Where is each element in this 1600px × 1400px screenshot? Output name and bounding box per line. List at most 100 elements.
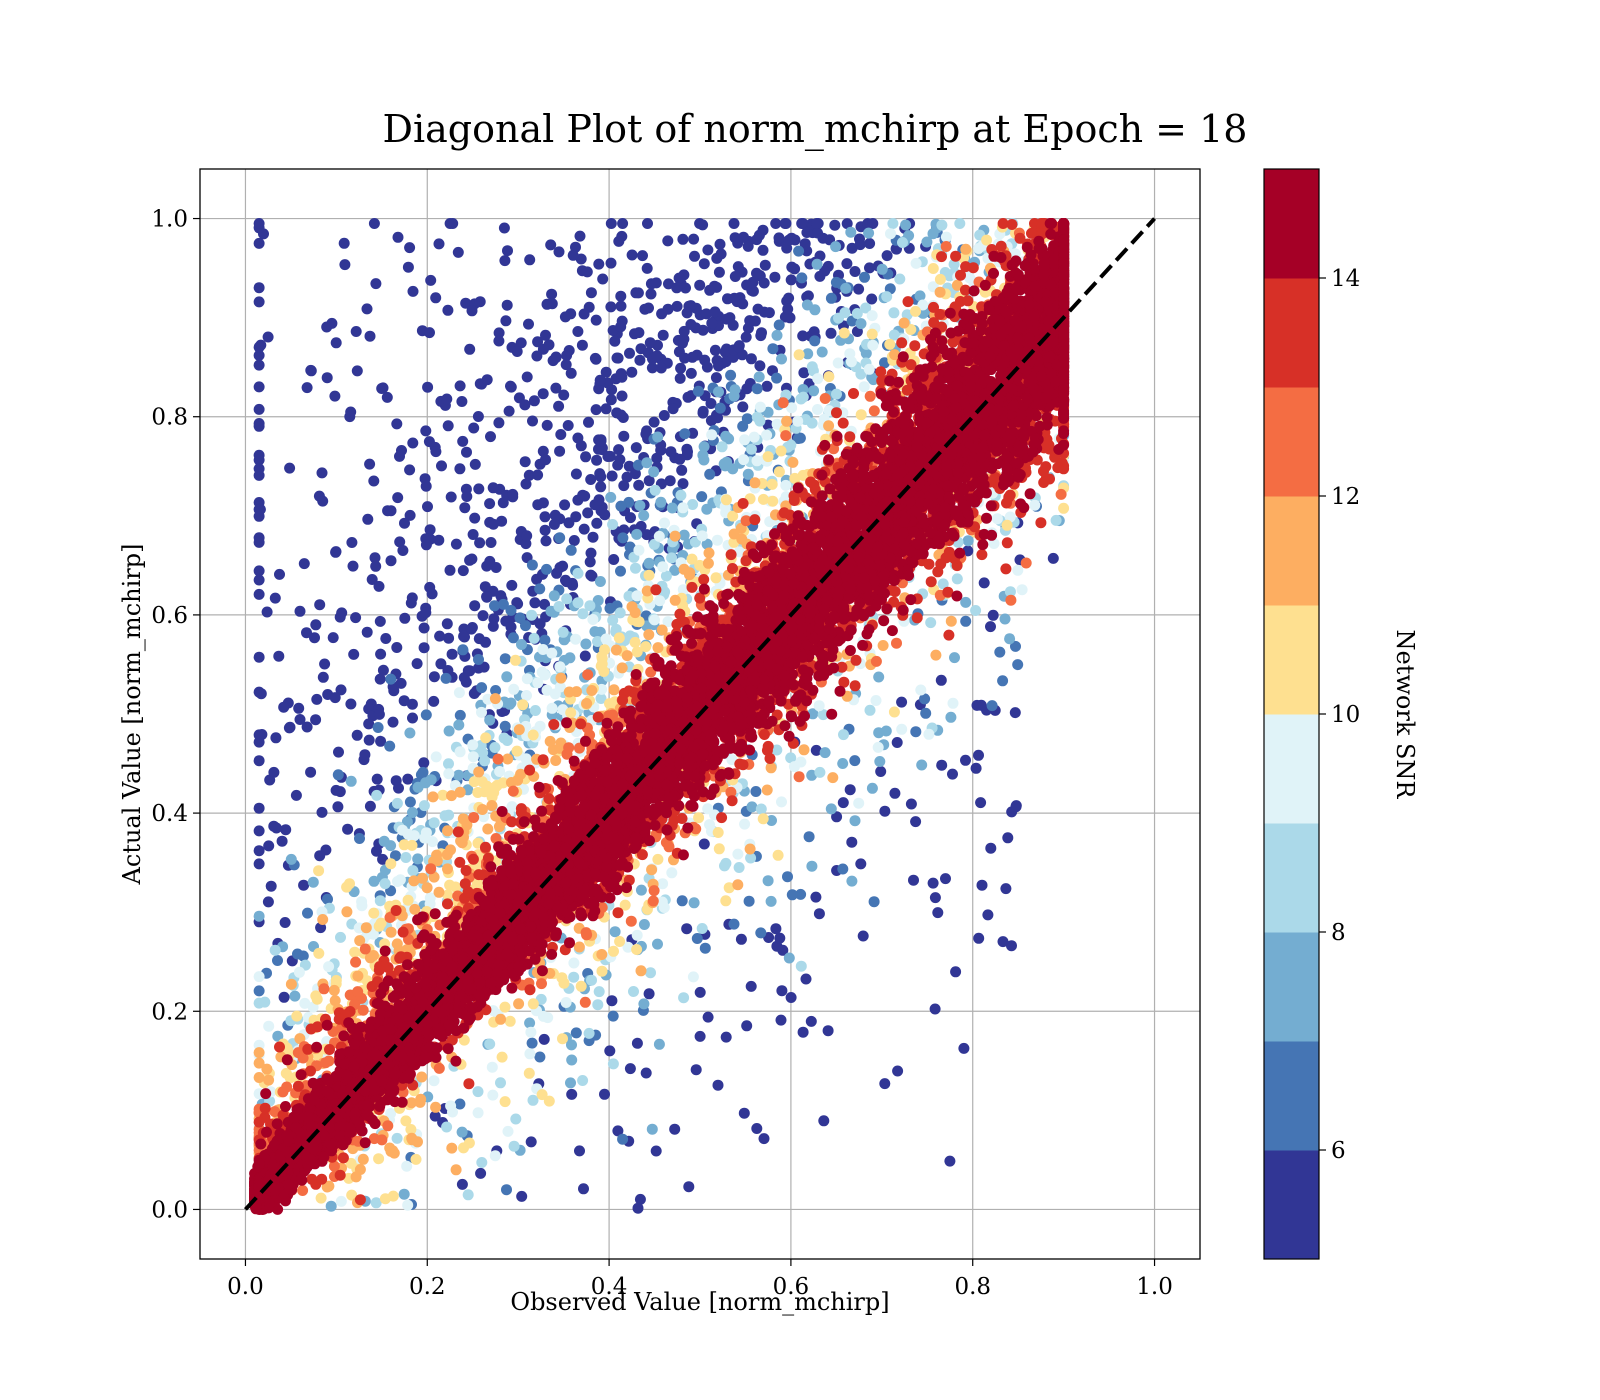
- data-point: [676, 464, 688, 476]
- data-point: [758, 1133, 770, 1145]
- data-point: [782, 303, 794, 315]
- data-point: [323, 961, 335, 973]
- data-point: [397, 926, 409, 938]
- data-point: [873, 671, 885, 683]
- data-point: [540, 535, 552, 547]
- data-point: [500, 315, 512, 327]
- data-point: [934, 286, 946, 298]
- data-point: [863, 363, 875, 375]
- data-point: [910, 257, 922, 269]
- data-point: [866, 310, 878, 322]
- data-point: [643, 569, 655, 581]
- data-point: [982, 909, 994, 921]
- data-point: [346, 537, 358, 548]
- data-point: [749, 514, 761, 526]
- data-point: [473, 654, 484, 665]
- data-point: [702, 803, 714, 815]
- data-point: [629, 636, 641, 648]
- data-point: [710, 572, 722, 584]
- data-point: [454, 380, 466, 392]
- data-point: [752, 303, 764, 315]
- data-point: [364, 800, 376, 812]
- data-point: [428, 817, 440, 829]
- data-point: [685, 319, 697, 330]
- data-point: [726, 795, 738, 807]
- data-point: [336, 607, 348, 619]
- data-point: [454, 746, 466, 758]
- data-point: [446, 1142, 458, 1154]
- data-point: [748, 431, 760, 443]
- data-point: [805, 476, 817, 488]
- data-point: [832, 357, 844, 369]
- data-point: [594, 576, 606, 587]
- data-point: [664, 475, 676, 487]
- data-point: [319, 658, 331, 670]
- data-point: [335, 684, 347, 696]
- data-point: [382, 1120, 394, 1132]
- data-point: [599, 1088, 610, 1100]
- data-point: [702, 557, 714, 569]
- data-point: [476, 706, 487, 718]
- data-point: [868, 896, 880, 908]
- data-point: [749, 315, 761, 327]
- data-point: [539, 634, 551, 646]
- data-point: [825, 803, 837, 815]
- data-point: [480, 732, 492, 744]
- data-point: [780, 430, 792, 442]
- data-point: [617, 694, 629, 706]
- data-point: [516, 639, 527, 650]
- data-point: [753, 371, 765, 383]
- data-point: [517, 699, 529, 711]
- data-point: [798, 367, 810, 379]
- data-point: [292, 1080, 304, 1092]
- data-point: [591, 454, 603, 466]
- data-point: [687, 499, 699, 510]
- data-point: [857, 930, 869, 942]
- data-point: [511, 346, 523, 357]
- data-point: [605, 218, 617, 229]
- data-point: [629, 468, 641, 480]
- data-point: [322, 893, 333, 905]
- data-point: [701, 538, 713, 550]
- data-point: [875, 766, 887, 777]
- data-point: [443, 758, 454, 770]
- data-point: [306, 1173, 318, 1185]
- data-point: [625, 512, 636, 524]
- data-point: [453, 719, 465, 731]
- data-point: [548, 719, 560, 730]
- data-point: [640, 1067, 652, 1079]
- data-point: [473, 766, 485, 778]
- data-point: [456, 1126, 468, 1138]
- data-point: [796, 218, 808, 229]
- data-point: [1006, 219, 1018, 230]
- data-point: [754, 360, 766, 372]
- data-point: [411, 658, 423, 670]
- data-point: [758, 729, 770, 740]
- data-point: [800, 973, 812, 985]
- data-point: [766, 478, 778, 490]
- data-point: [1050, 514, 1062, 526]
- data-point: [285, 853, 297, 865]
- data-point: [855, 318, 867, 330]
- data-point: [428, 671, 440, 683]
- data-point: [867, 339, 879, 351]
- data-point: [595, 481, 607, 493]
- data-point: [704, 284, 716, 296]
- data-point: [610, 644, 622, 656]
- data-point: [317, 671, 329, 683]
- data-point: [770, 218, 782, 229]
- data-point: [565, 707, 577, 719]
- data-point: [548, 518, 560, 530]
- data-point: [590, 404, 602, 416]
- data-point: [688, 897, 700, 909]
- data-point: [999, 613, 1011, 625]
- data-point: [844, 431, 856, 443]
- data-point: [806, 860, 818, 872]
- data-point: [398, 1188, 410, 1200]
- data-point: [311, 693, 323, 705]
- data-point: [674, 608, 686, 620]
- data-point: [301, 721, 313, 733]
- data-point: [814, 250, 826, 262]
- data-point: [935, 558, 947, 570]
- data-point: [279, 917, 291, 928]
